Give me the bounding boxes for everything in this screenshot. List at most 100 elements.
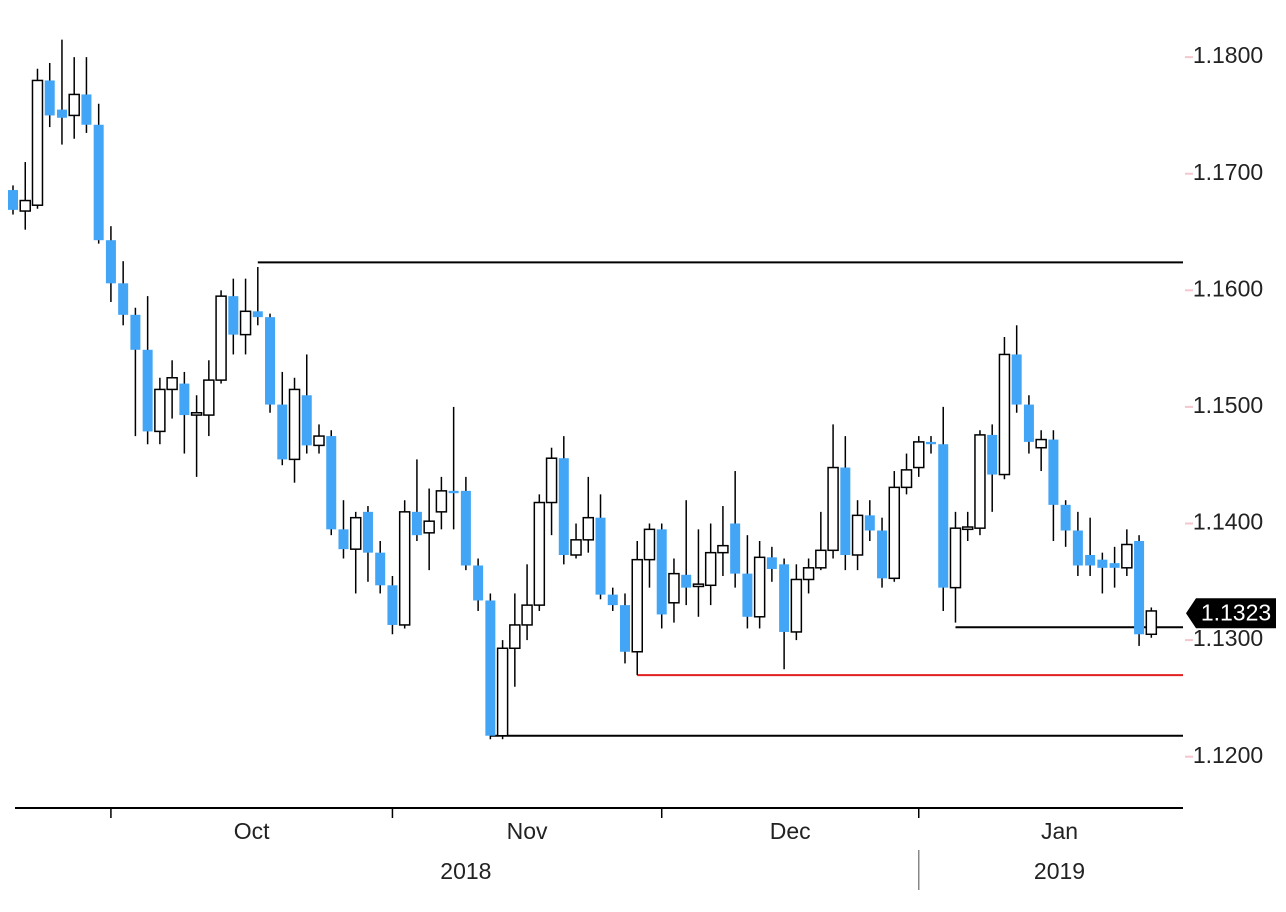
candle-body [620,605,630,652]
candle-body [802,567,815,581]
year-label: 2018 [440,858,491,884]
candle-body [277,404,288,460]
candle-body [448,490,459,494]
candle-body [31,79,44,206]
candle-body [717,544,729,554]
candle-body [252,311,263,318]
candle-body [607,594,618,606]
y-tick-label: 1.1500 [1193,392,1263,418]
candle-body [1085,554,1096,566]
y-tick-label: 1.1600 [1193,275,1263,301]
candle-body [582,516,595,541]
candle-body [56,109,67,118]
candle-body [1109,563,1120,568]
candle-body [44,80,55,116]
year-label: 2019 [1034,858,1085,884]
candle-body [460,490,471,566]
candle-body [362,511,373,553]
candle-body [68,93,80,117]
candle-body [961,526,974,531]
last-price-label: 1.1323 [1201,599,1271,625]
candle-body [877,530,888,579]
candle-body [179,383,190,416]
candle-body [521,604,533,626]
last-price-tag [1186,598,1276,629]
candle-body [485,600,496,736]
candle-body [1035,438,1047,449]
candle-body [888,486,901,580]
candle-body [398,511,411,626]
candle-body [827,466,839,552]
candle-body [742,573,753,617]
candle-body [338,529,349,550]
x-tick-label: Dec [770,818,811,844]
candle-body [851,514,864,556]
candle-body [130,314,141,350]
candle-body [753,556,766,618]
candle-body [118,283,129,315]
candle-body [533,501,546,606]
candle-body [1145,610,1158,636]
x-tick-label: Nov [507,818,548,844]
x-tick-label: Jan [1041,818,1078,844]
y-tick-label: 1.1800 [1193,42,1263,68]
candle-body [313,435,325,447]
candle-body [570,539,582,556]
candle-body [949,527,962,589]
candle-body [19,199,31,212]
candle-body [998,353,1011,476]
candle-body [190,411,203,416]
candle-body [8,190,18,210]
candle-body [1121,543,1133,569]
candle-body [349,516,362,550]
candle-body [1097,559,1108,568]
candle-body [643,528,656,561]
candle-body [864,515,875,531]
candle-body [692,583,705,588]
candle-body [631,558,643,653]
candle-body [1011,354,1022,405]
candle-body [288,388,301,461]
candle-body [239,310,252,336]
candle-body [987,434,998,475]
candle-body [203,379,215,416]
candle-body [558,458,569,555]
candle-body [1134,540,1145,635]
candle-body [1060,504,1071,531]
candle-body [595,517,606,595]
candle-body [93,124,104,241]
candle-body [228,296,239,335]
candle-body [730,523,741,574]
y-tick-label: 1.1400 [1193,509,1263,535]
candle-body [435,490,448,513]
candle-body [974,434,986,529]
candle-body [1023,404,1034,442]
candle-body [815,549,827,569]
y-tick-label: 1.1300 [1193,625,1263,651]
x-tick-label: Oct [234,818,270,844]
candle-body [166,377,178,391]
candle-body [840,467,851,555]
candle-body [926,441,936,445]
candle-body [779,564,790,632]
candle-body [326,436,337,530]
candle-body [81,94,92,125]
candle-body [473,565,484,601]
candle-body [301,395,312,446]
candle-body [423,520,435,534]
candle-body [496,647,509,737]
candle-body [215,295,227,381]
candle-body [265,317,276,405]
candle-body [154,388,166,433]
candle-body [142,349,153,432]
y-tick-label: 1.1700 [1193,159,1263,185]
candle-body [766,557,777,569]
candle-body [668,572,680,604]
candle-body [790,578,803,633]
candle-body [509,624,521,650]
candle-body [1048,439,1059,505]
candle-body [411,511,422,536]
candle-body [105,240,116,284]
candle-body [704,551,717,587]
